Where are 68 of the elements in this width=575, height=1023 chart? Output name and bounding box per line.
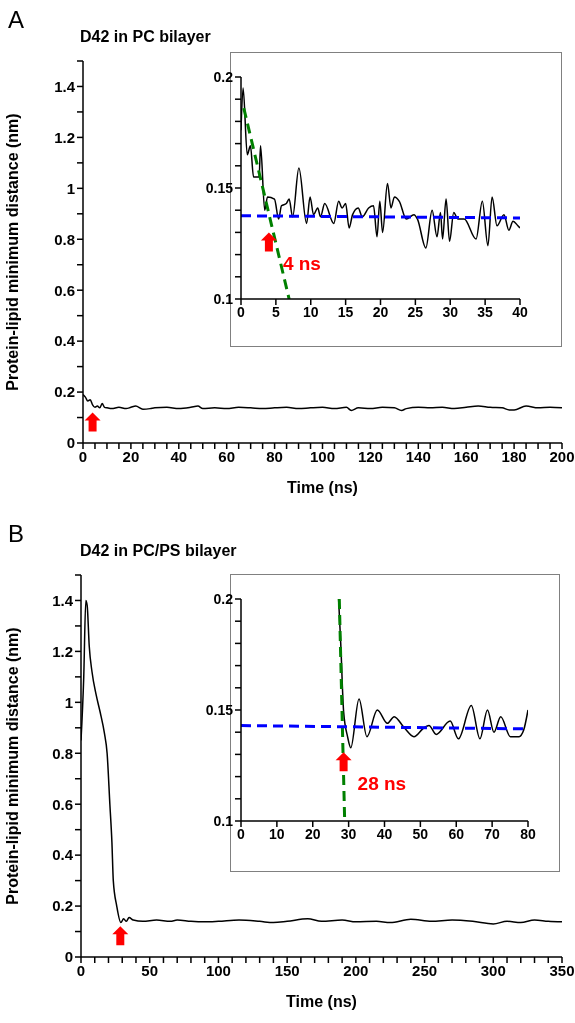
- x-tick-label: 180: [501, 447, 527, 465]
- y-tick-label: 0.2: [213, 590, 234, 607]
- y-axis-title: Protein-lipid minimum distance (nm): [3, 627, 21, 905]
- x-tick-label: 60: [218, 447, 236, 465]
- text: A: [8, 6, 25, 34]
- y-tick-label: 0: [64, 948, 73, 966]
- x-tick-label: 25: [407, 303, 424, 320]
- y-tick-label: 0.6: [52, 795, 73, 813]
- text: B: [8, 520, 25, 548]
- x-tick-label: 40: [376, 825, 393, 842]
- x-tick-label: 5: [271, 303, 280, 320]
- x-tick-label: 120: [357, 447, 383, 465]
- x-tick-label: 15: [337, 303, 354, 320]
- x-tick-label: 200: [549, 447, 575, 465]
- y-tick-label: 1.4: [54, 77, 76, 95]
- y-tick-label: 0.15: [205, 701, 234, 718]
- y-tick-label: 0.2: [54, 383, 75, 401]
- x-axis-title: Time (ns): [286, 993, 357, 1010]
- y-tick-label: 1.2: [54, 128, 75, 146]
- y-tick-label: 0.8: [54, 230, 75, 248]
- y-tick-label: 0.15: [205, 179, 234, 196]
- y-tick-label: 0.6: [54, 281, 75, 299]
- x-tick-label: 160: [453, 447, 479, 465]
- x-tick-label: 20: [372, 303, 389, 320]
- annotation: 28 ns: [357, 773, 407, 795]
- chart-title: D42 in PC bilayer: [80, 28, 211, 46]
- y-tick-label: 1: [66, 179, 75, 197]
- x-tick-label: 200: [343, 961, 369, 979]
- x-tick-label: 60: [448, 825, 465, 842]
- x-tick-label: 20: [122, 447, 140, 465]
- x-tick-label: 150: [274, 961, 300, 979]
- x-tick-label: 250: [412, 961, 438, 979]
- x-axis-title: Time (ns): [287, 479, 358, 496]
- annotation: 4 ns: [282, 253, 321, 275]
- y-tick-label: 0.2: [52, 897, 73, 915]
- x-tick-label: 300: [480, 961, 506, 979]
- y-tick-label: 1.2: [52, 642, 73, 660]
- x-tick-label: 30: [340, 825, 357, 842]
- x-tick-label: 50: [412, 825, 429, 842]
- x-tick-label: 10: [269, 825, 285, 842]
- y-tick-label: 0.1: [213, 812, 234, 829]
- x-tick-label: 0: [237, 303, 246, 320]
- x-tick-label: 350: [549, 961, 575, 979]
- chart-title: D42 in PC/PS bilayer: [80, 542, 237, 560]
- y-tick-label: 0.1: [213, 290, 234, 307]
- x-tick-label: 40: [170, 447, 188, 465]
- x-tick-label: 50: [141, 961, 159, 979]
- x-tick-label: 10: [302, 303, 319, 320]
- x-tick-label: 80: [520, 825, 536, 842]
- x-tick-label: 100: [205, 961, 231, 979]
- x-tick-label: 0: [78, 447, 88, 465]
- y-tick-label: 0.4: [54, 332, 76, 350]
- x-tick-label: 70: [484, 825, 501, 842]
- x-tick-label: 35: [477, 303, 494, 320]
- y-axis-title: Protein-lipid minimum distance (nm): [3, 113, 21, 391]
- x-tick-label: 80: [266, 447, 283, 465]
- x-tick-label: 140: [405, 447, 431, 465]
- x-tick-label: 40: [512, 303, 528, 320]
- y-tick-label: 0.4: [52, 846, 74, 864]
- y-tick-label: 0.8: [52, 744, 73, 762]
- x-tick-label: 0: [237, 825, 246, 842]
- x-tick-label: 100: [309, 447, 336, 465]
- x-tick-label: 20: [304, 825, 321, 842]
- y-tick-label: 0.2: [213, 68, 234, 85]
- y-tick-label: 0: [66, 434, 75, 452]
- y-tick-label: 1.4: [52, 591, 74, 609]
- y-tick-label: 1: [64, 693, 73, 711]
- x-tick-label: 30: [442, 303, 459, 320]
